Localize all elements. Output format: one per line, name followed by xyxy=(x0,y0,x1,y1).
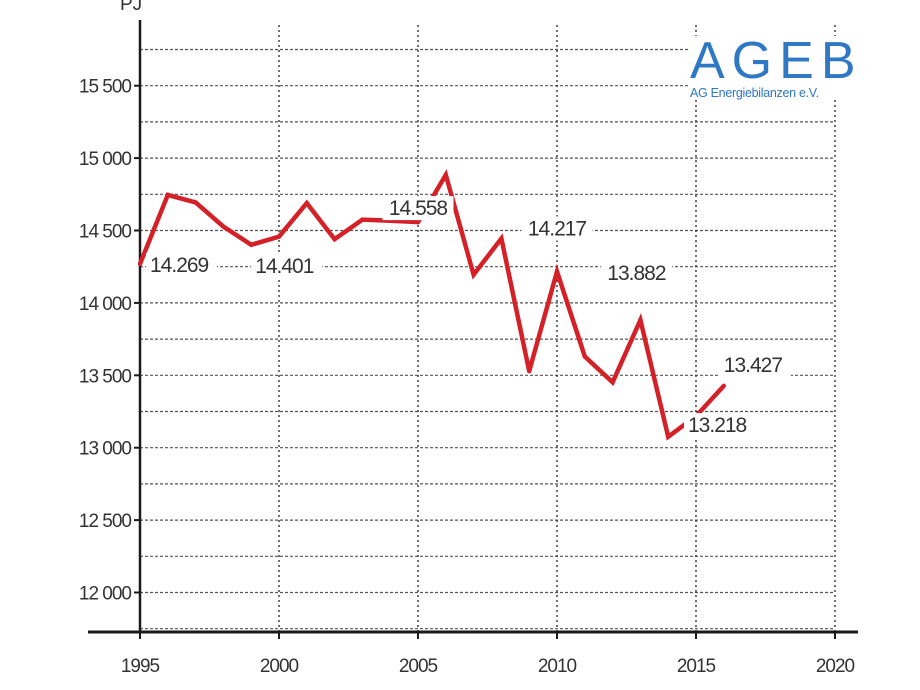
x-tick-label: 2020 xyxy=(816,656,855,677)
y-tick-label: 12 500 xyxy=(79,511,132,532)
data-point xyxy=(221,224,226,229)
y-tick-label: 15 500 xyxy=(79,77,132,98)
data-point xyxy=(443,172,448,177)
y-tick-label: 14 000 xyxy=(79,294,132,315)
logo-sub-text: AG Energiebilanzen e.V. xyxy=(690,86,819,100)
data-point xyxy=(638,317,643,323)
data-point xyxy=(499,236,504,241)
data-point xyxy=(276,234,282,239)
data-label: 14.217 xyxy=(528,217,587,240)
data-label-background xyxy=(382,196,454,221)
y-tick-label: 12 000 xyxy=(79,584,132,605)
data-label: 14.401 xyxy=(255,255,314,278)
data-point xyxy=(415,219,421,225)
data-point xyxy=(193,200,198,205)
grid xyxy=(140,25,836,632)
data-label-background xyxy=(521,216,593,241)
data-point xyxy=(527,369,532,374)
tick-labels: 12 000 12 500 13 000 13 500 14 000 14 500 15 0… xyxy=(79,0,856,677)
data-point xyxy=(360,217,365,222)
y-tick-label: 14 500 xyxy=(79,222,132,243)
axes xyxy=(88,20,858,639)
y-tick-label: 13 000 xyxy=(79,439,132,460)
data-point xyxy=(304,200,309,206)
data-label-background xyxy=(719,352,791,377)
data-point xyxy=(249,242,254,248)
data-label-background xyxy=(146,252,217,277)
data-point xyxy=(610,380,615,385)
x-tick-label: 2000 xyxy=(260,656,299,677)
x-tick-label: 1995 xyxy=(121,656,160,677)
data-label-background xyxy=(684,413,755,438)
data-label: 14.269 xyxy=(150,254,209,277)
data-point xyxy=(165,192,170,198)
data-label-background xyxy=(600,260,672,285)
x-tick-label: 2005 xyxy=(399,656,438,677)
data-labels: 14.269 14.401 14.558 14.217 13.882 13.218 13.4… xyxy=(146,196,791,438)
y-axis-unit-label: PJ xyxy=(120,0,142,15)
data-point xyxy=(582,354,587,359)
y-tick-label: 13 500 xyxy=(79,366,132,387)
y-tick-label: 15 000 xyxy=(79,149,132,170)
data-label: 13.882 xyxy=(607,262,666,285)
data-point xyxy=(471,272,476,277)
data-point xyxy=(554,269,560,274)
data-point xyxy=(332,236,337,242)
data-point xyxy=(666,434,671,440)
data-point xyxy=(721,383,726,389)
x-tick-label: 2010 xyxy=(538,656,577,677)
data-label: 13.427 xyxy=(724,354,783,377)
ageb-logo: AGEB AG Energiebilanzen e.V. xyxy=(690,32,863,100)
logo-main-text: AGEB xyxy=(690,32,863,90)
x-tick-label: 2015 xyxy=(677,656,716,677)
data-point xyxy=(137,261,143,267)
data-label: 14.558 xyxy=(389,197,448,220)
data-label-background xyxy=(251,253,323,278)
data-label: 13.218 xyxy=(688,414,747,437)
